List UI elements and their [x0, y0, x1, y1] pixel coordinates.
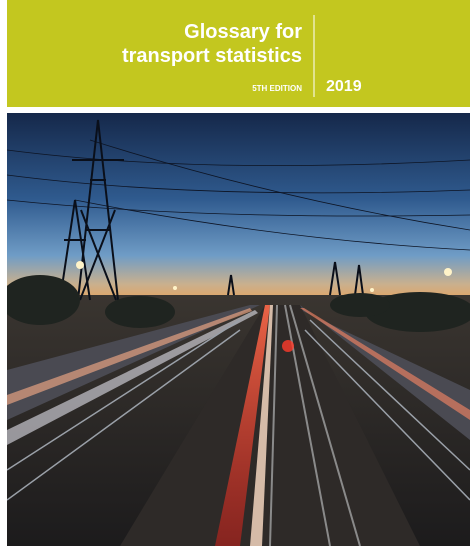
title-line: transport statistics [122, 45, 302, 67]
cover: Glossary for transport statistics 5TH ED… [0, 0, 472, 546]
title-line: Glossary for [184, 21, 302, 43]
cover-photo [0, 113, 472, 546]
edition: 5TH EDITION [252, 84, 302, 93]
year: 2019 [326, 78, 362, 95]
page: Glossary for transport statistics 5TH ED… [0, 0, 472, 546]
